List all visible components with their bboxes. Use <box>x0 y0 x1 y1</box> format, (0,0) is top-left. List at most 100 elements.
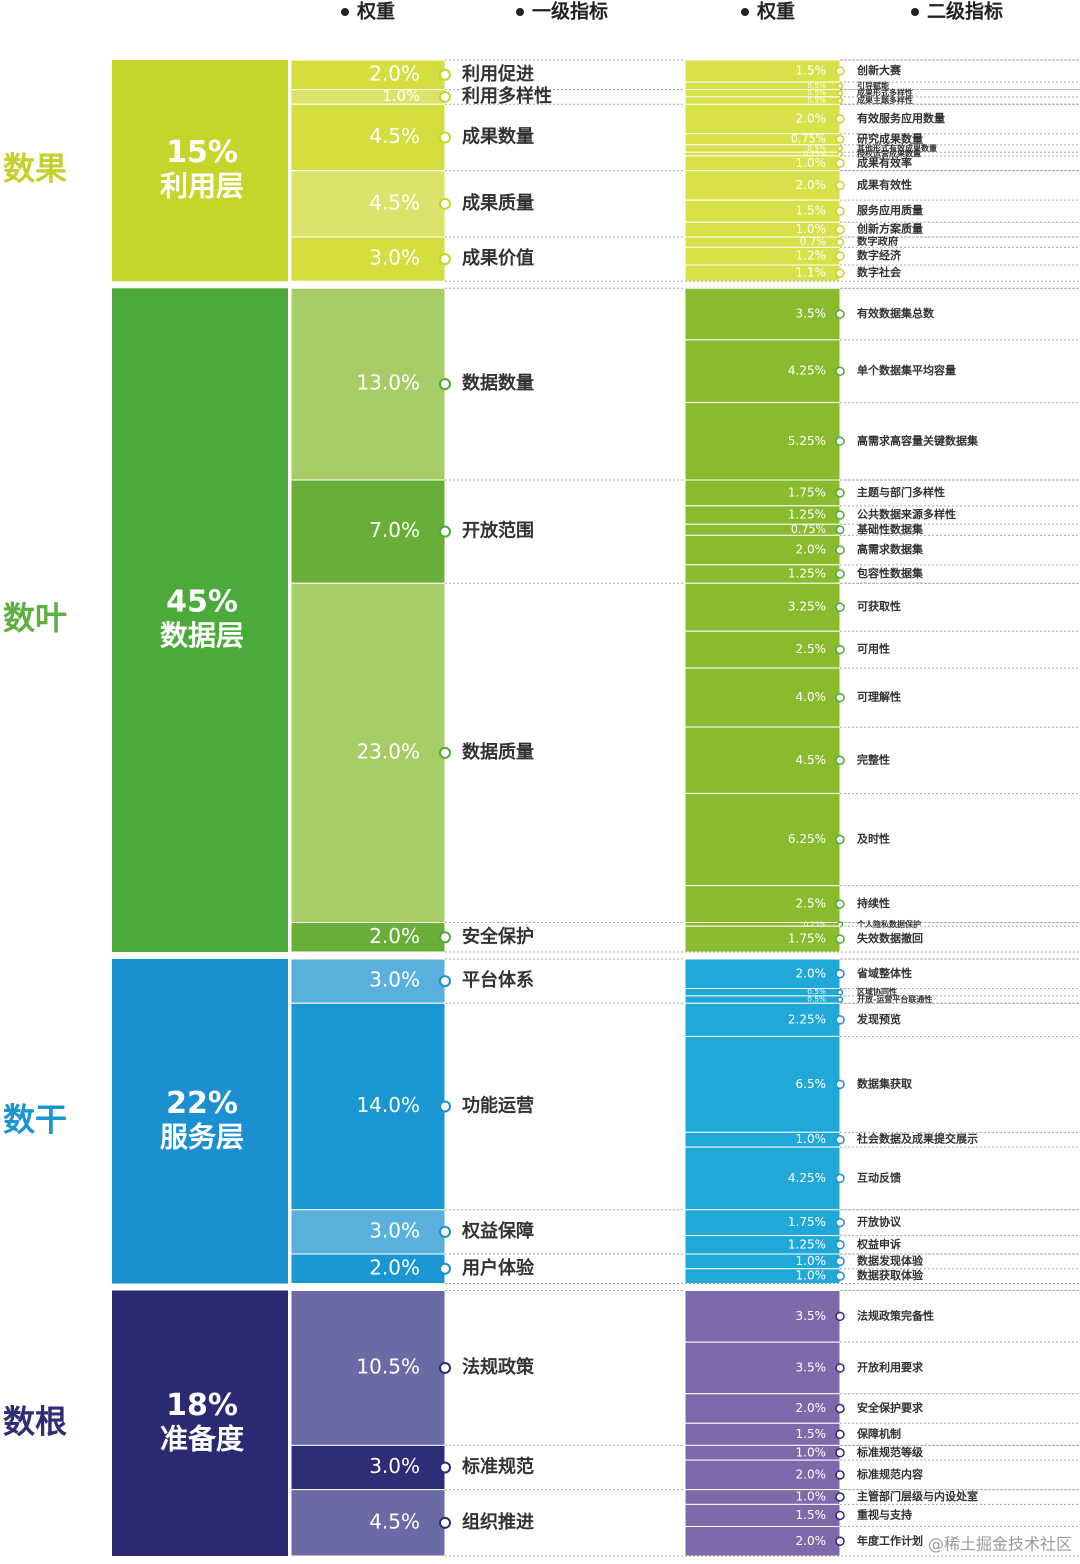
level2-name: 可获取性 <box>857 599 901 613</box>
level2-bar <box>684 534 841 566</box>
level2-name: 省域整体性 <box>856 966 912 980</box>
level1-weight: 4.5% <box>369 124 420 148</box>
level2-name: 开放协议 <box>857 1215 902 1229</box>
level2-name: 研究成果数量 <box>857 131 923 145</box>
layer-name: 准备度 <box>160 1422 244 1455</box>
layer-bar <box>112 1290 288 1556</box>
level2-weight: 0.5% <box>807 987 826 996</box>
level2-weight: 0.5% <box>807 995 826 1004</box>
level2-bar <box>684 1393 841 1424</box>
level1-name: 法规政策 <box>462 1356 535 1378</box>
level2-weight: 6.5% <box>796 1077 827 1091</box>
level2-weight: 1.1% <box>796 266 827 280</box>
level2-dot <box>835 1470 845 1480</box>
level2-weight: 2.0% <box>796 966 827 980</box>
level2-dot <box>835 224 845 235</box>
level2-bar <box>684 885 841 923</box>
level1-bar <box>290 89 446 105</box>
level2-name: 及时性 <box>857 832 890 846</box>
level2-weight: 1.0% <box>796 1490 827 1504</box>
level2-dot <box>835 251 845 261</box>
level1-bar <box>290 1489 446 1557</box>
level2-name: 主管部门层级与内设处室 <box>857 1489 978 1503</box>
layer-bar <box>112 60 288 282</box>
level2-dot <box>835 755 845 765</box>
level2-dot <box>835 1134 845 1145</box>
level1-weight: 2.0% <box>369 1255 420 1279</box>
layer-side-name: 数果 <box>3 150 67 188</box>
level1-name: 组织推进 <box>462 1511 534 1533</box>
level2-name: 可理解性 <box>857 690 901 704</box>
level1-weight: 2.0% <box>369 924 420 948</box>
layer-weight: 22% <box>166 1086 238 1121</box>
level1-weight: 3.0% <box>369 1454 420 1478</box>
level1-bar <box>290 582 446 923</box>
level2-weight: 2.0% <box>796 1401 827 1415</box>
level2-dot <box>836 89 844 97</box>
level2-name: 数据获取体验 <box>857 1268 924 1282</box>
level2-name: 高需求数据集 <box>857 542 924 556</box>
level1-weight: 2.0% <box>369 61 420 85</box>
level2-dot <box>835 644 845 655</box>
level2-dot <box>835 834 845 845</box>
level1-dot <box>439 197 451 210</box>
level2-name: 包容性数据集 <box>856 566 924 580</box>
level2-weight: 0.7% <box>800 236 826 248</box>
level2-dot <box>835 525 845 535</box>
level2-name: 其他形式有效成果数量 <box>857 143 937 153</box>
level2-weight: 4.25% <box>788 364 826 378</box>
level1-name: 成果质量 <box>462 192 534 214</box>
level1-bar <box>290 103 446 172</box>
level2-name: 区域协同性 <box>857 987 897 997</box>
level2-name: 持续性 <box>857 896 890 910</box>
level2-dot <box>836 82 844 90</box>
level1-bar <box>290 922 446 953</box>
level2-bar <box>684 339 841 404</box>
level1-bar <box>290 479 446 584</box>
level1-dot <box>439 378 451 391</box>
layer-name: 数据层 <box>160 619 244 652</box>
header-label: 一级指标 <box>532 0 608 23</box>
level1-bar <box>290 236 446 282</box>
level2-name: 年度工作计划 <box>857 1533 923 1547</box>
level2-name: 可用性 <box>857 642 890 656</box>
level1-name: 功能运营 <box>462 1095 534 1117</box>
level2-bar <box>684 170 841 201</box>
level2-name: 安全保护要求 <box>857 1401 924 1415</box>
layer-side-name: 数叶 <box>3 599 67 637</box>
level2-dot <box>836 145 844 152</box>
level2-dot <box>835 510 845 520</box>
level2-weight: 0.25% <box>804 150 827 158</box>
level2-name: 有效数据集总数 <box>857 306 935 320</box>
level2-dot <box>835 180 845 191</box>
level2-weight: 4.25% <box>788 1171 826 1185</box>
level1-dot <box>439 1461 451 1474</box>
level2-name: 数字政府 <box>857 235 899 248</box>
level1-bar <box>290 170 446 238</box>
level2-name: 法规政策完备性 <box>857 1308 934 1322</box>
level1-dot <box>439 1225 451 1238</box>
level2-weight: 1.25% <box>788 567 826 581</box>
level1-dot <box>439 90 451 103</box>
header-label: 权重 <box>756 0 795 23</box>
level2-dot <box>835 309 845 319</box>
level2-dot <box>835 268 845 278</box>
level2-name: 保障机制 <box>856 1426 901 1440</box>
level2-name: 失效数据撤回 <box>857 931 923 945</box>
level2-weight: 1.75% <box>788 932 826 946</box>
layer-side-name: 数根 <box>3 1402 67 1440</box>
level1-bar <box>290 1444 446 1491</box>
level2-weight: 1.0% <box>796 222 827 236</box>
level2-bar <box>684 1146 841 1211</box>
level2-dot <box>835 1363 845 1373</box>
level2-name: 互动反馈 <box>857 1170 901 1184</box>
level2-dot <box>835 1403 845 1414</box>
level1-weight: 3.0% <box>369 1218 420 1242</box>
level2-name: 完整性 <box>857 752 890 766</box>
level2-bar <box>684 402 841 481</box>
level2-weight: 5.25% <box>788 434 826 448</box>
level1-name: 利用促进 <box>462 63 534 85</box>
level2-weight: 4.5% <box>796 753 827 767</box>
level1-name: 数据数量 <box>462 372 534 394</box>
level2-name: 权益申诉 <box>856 1237 901 1251</box>
